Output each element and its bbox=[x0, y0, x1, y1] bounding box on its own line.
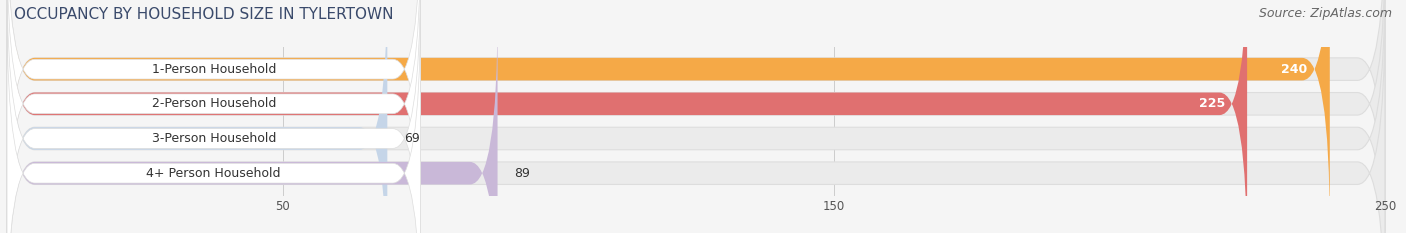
FancyBboxPatch shape bbox=[7, 11, 1385, 233]
Text: Source: ZipAtlas.com: Source: ZipAtlas.com bbox=[1258, 7, 1392, 20]
FancyBboxPatch shape bbox=[7, 0, 1385, 233]
FancyBboxPatch shape bbox=[7, 0, 1247, 233]
Text: 240: 240 bbox=[1281, 63, 1308, 76]
FancyBboxPatch shape bbox=[7, 0, 387, 233]
FancyBboxPatch shape bbox=[7, 0, 420, 233]
FancyBboxPatch shape bbox=[7, 0, 420, 233]
Text: 1-Person Household: 1-Person Household bbox=[152, 63, 276, 76]
Text: 69: 69 bbox=[404, 132, 419, 145]
FancyBboxPatch shape bbox=[7, 0, 1330, 231]
Text: 3-Person Household: 3-Person Household bbox=[152, 132, 276, 145]
Text: 2-Person Household: 2-Person Household bbox=[152, 97, 276, 110]
FancyBboxPatch shape bbox=[7, 0, 1385, 233]
Text: 89: 89 bbox=[515, 167, 530, 180]
FancyBboxPatch shape bbox=[7, 11, 498, 233]
FancyBboxPatch shape bbox=[7, 0, 420, 233]
Text: OCCUPANCY BY HOUSEHOLD SIZE IN TYLERTOWN: OCCUPANCY BY HOUSEHOLD SIZE IN TYLERTOWN bbox=[14, 7, 394, 22]
Text: 4+ Person Household: 4+ Person Household bbox=[146, 167, 281, 180]
FancyBboxPatch shape bbox=[7, 0, 1385, 231]
FancyBboxPatch shape bbox=[7, 10, 420, 233]
Text: 225: 225 bbox=[1199, 97, 1225, 110]
